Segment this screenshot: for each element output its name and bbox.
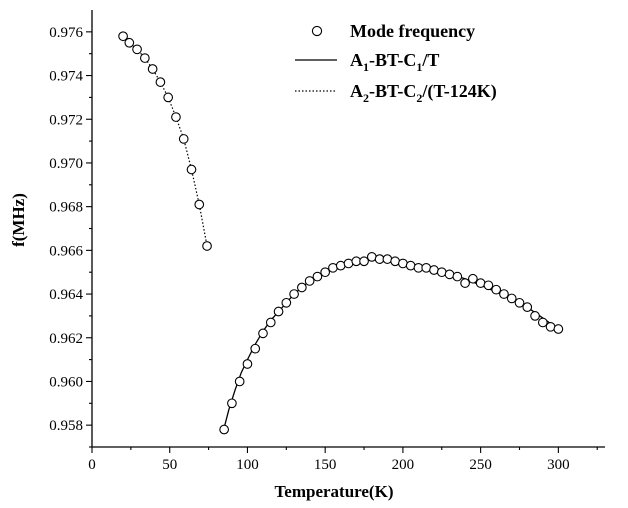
- legend-label-subscript: 2: [363, 91, 369, 105]
- legend-label-part: A: [350, 50, 363, 70]
- legend-label: A1​-BT-C1​/T: [350, 50, 439, 74]
- legend-label-part: /T: [421, 50, 439, 70]
- data-point: [202, 241, 212, 251]
- data-point: [468, 273, 478, 284]
- y-tick-label: 0.970: [49, 156, 83, 172]
- data-point: [320, 267, 331, 278]
- legend-label-part: -BT-C: [369, 50, 416, 70]
- data-point: [258, 328, 268, 339]
- data-point: [506, 293, 517, 304]
- series-line-fit2: [122, 35, 208, 247]
- data-point: [281, 297, 292, 308]
- data-point: [522, 302, 533, 313]
- y-axis-title: f(MHz): [9, 193, 28, 247]
- legend-label-subscript: 2: [416, 91, 422, 105]
- data-point: [304, 276, 315, 286]
- x-tick-label: 0: [88, 457, 96, 473]
- legend-marker-circle: [311, 25, 323, 37]
- legend-label: A2​-BT-C2​/(T-124K): [350, 81, 497, 105]
- data-point: [250, 343, 261, 354]
- x-axis-title: Temperature(K): [275, 482, 394, 501]
- legend-label-subscript: 1: [416, 60, 422, 74]
- x-tick-label: 50: [162, 457, 177, 473]
- x-tick-label: 100: [236, 457, 259, 473]
- y-tick-label: 0.960: [49, 374, 83, 390]
- legend-label-part: /(T-124K): [421, 81, 496, 102]
- data-point: [289, 289, 299, 299]
- y-tick-label: 0.966: [49, 243, 83, 259]
- y-tick-label: 0.968: [49, 200, 83, 216]
- data-point: [171, 112, 181, 122]
- data-point: [530, 311, 540, 321]
- data-point: [460, 278, 470, 288]
- legend-label: Mode frequency: [350, 21, 475, 41]
- data-point: [194, 199, 205, 210]
- data-point: [242, 359, 253, 369]
- x-tick-label: 150: [314, 457, 337, 473]
- data-point: [163, 92, 174, 103]
- data-point: [297, 282, 307, 293]
- data-point: [553, 324, 564, 334]
- legend-label-subscript: 1: [363, 60, 369, 74]
- y-tick-label: 0.958: [49, 418, 83, 434]
- data-point: [499, 289, 509, 299]
- data-point: [219, 424, 229, 435]
- x-tick-label: 300: [547, 457, 570, 473]
- legend-label-part: Mode frequency: [350, 21, 475, 41]
- data-point: [155, 77, 166, 87]
- y-tick-label: 0.964: [49, 287, 83, 303]
- y-tick-label: 0.976: [49, 25, 83, 41]
- legend-label-part: -BT-C: [369, 81, 416, 101]
- data-point: [227, 398, 237, 409]
- data-point: [186, 164, 197, 175]
- legend: Mode frequency A1​-BT-C1​/T A2​-BT-C2​/(T-…: [295, 21, 497, 105]
- axes: 0 50 100 150 200 250 300 0.958 0.960 0.962 0.964 0.…: [49, 10, 605, 473]
- data-point: [132, 44, 142, 55]
- data-point: [178, 134, 189, 144]
- data-point: [234, 376, 245, 387]
- data-point: [359, 256, 369, 267]
- series-line-fit1: [221, 258, 559, 435]
- legend-label-part: A: [350, 81, 363, 101]
- data-point: [491, 284, 502, 295]
- x-tick-label: 200: [392, 457, 415, 473]
- data-point: [273, 306, 284, 317]
- series-layer: [118, 31, 564, 435]
- data-point: [140, 53, 150, 63]
- data-point: [118, 31, 128, 42]
- y-tick-label: 0.962: [49, 331, 83, 347]
- data-point: [537, 317, 548, 328]
- data-point: [147, 64, 158, 74]
- data-point: [452, 271, 463, 282]
- data-point: [514, 297, 525, 308]
- x-tick-label: 250: [469, 457, 492, 473]
- data-point: [124, 37, 135, 48]
- y-tick-label: 0.974: [49, 69, 83, 85]
- data-point: [265, 317, 276, 328]
- y-tick-label: 0.972: [49, 112, 83, 128]
- data-point: [312, 271, 323, 282]
- data-point: [483, 280, 494, 291]
